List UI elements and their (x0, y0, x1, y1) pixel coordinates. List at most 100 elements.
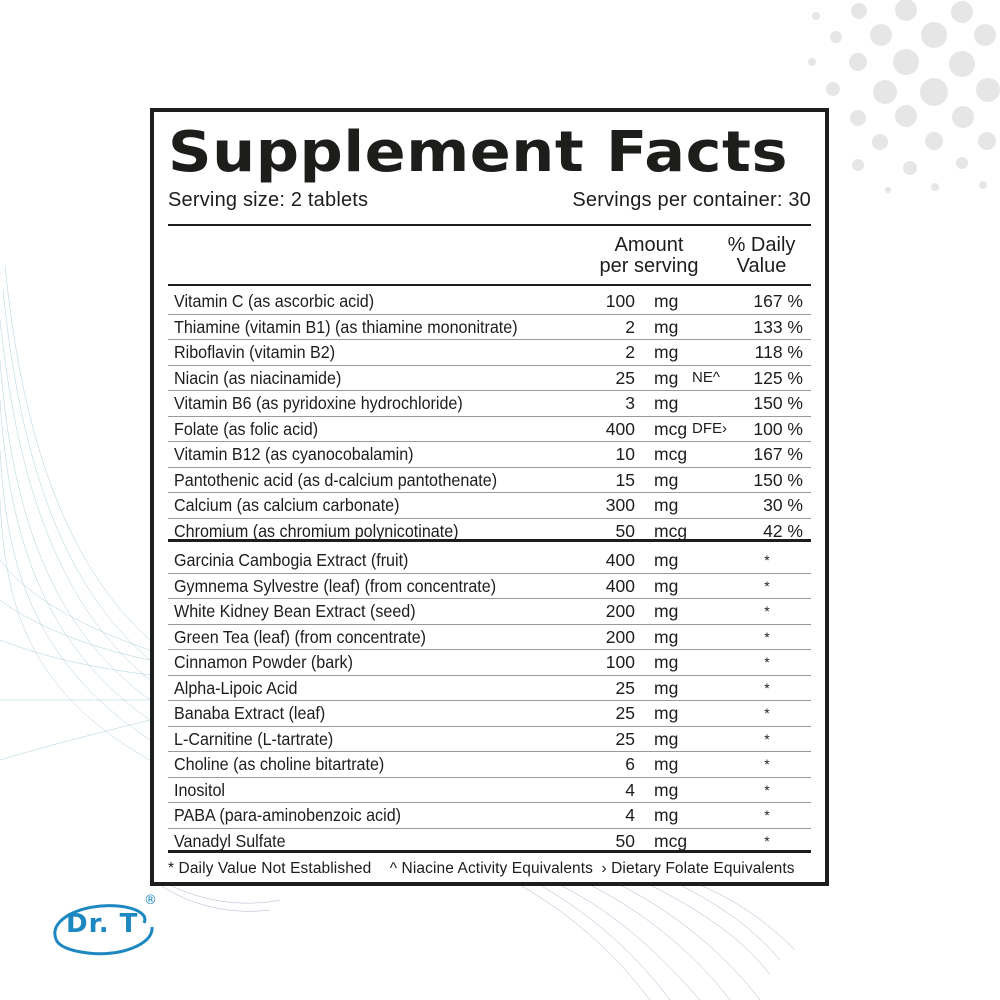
daily-value-column-header: % Daily Value (714, 235, 809, 277)
daily-value: * (764, 705, 770, 721)
ingredient-name: Riboflavin (vitamin B2) (174, 342, 336, 362)
daily-value: * (764, 603, 770, 619)
footnote-folate: › Dietary Folate Equivalents (601, 860, 795, 877)
amount-unit: mg (654, 342, 679, 362)
amount-value: 4 (625, 805, 635, 825)
table-row: Thiamine (vitamin B1) (as thiamine monon… (168, 315, 811, 340)
table-row: Pantothenic acid (as d-calcium pantothen… (168, 468, 811, 493)
amount-unit: mg (654, 805, 679, 825)
table-row: Alpha-Lipoic Acid 25 mg * (168, 676, 811, 701)
daily-value: * (764, 730, 770, 747)
table-row: Cinnamon Powder (bark) 100 mg * (168, 650, 811, 676)
divider-section (168, 539, 811, 542)
table-row: Chromium (as chromium polynicotinate) 50 m… (168, 519, 811, 544)
daily-value: 118 % (754, 342, 803, 362)
amount-value: 300 (605, 495, 635, 515)
table-row: Calcium (as calcium carbonate) 300 mg 30 % (168, 493, 811, 519)
amount-unit: mg (654, 291, 679, 311)
amount-unit: mg (654, 601, 679, 621)
footnote-daily-value: * Daily Value Not Established (168, 860, 372, 877)
daily-value: 167 % (753, 291, 803, 311)
ingredient-name: Green Tea (leaf) (from concentrate) (174, 626, 427, 647)
amount-unit: mg (654, 677, 679, 698)
daily-value: * (764, 577, 770, 594)
daily-value: * (764, 628, 770, 645)
table-row: Riboflavin (vitamin B2) 2 mg 118 % (168, 340, 811, 366)
ingredient-name: Thiamine (vitamin B1) (as thiamine monon… (174, 316, 518, 337)
table-row: PABA (para-aminobenzoic acid) 4 mg * (168, 803, 811, 829)
amount-unit: mcg (654, 444, 688, 464)
daily-value: 133 % (753, 316, 803, 337)
amount-value: 400 (605, 418, 635, 439)
amount-unit: mcg (654, 520, 688, 541)
divider-header (168, 224, 811, 226)
logo-text: Dr. T (66, 909, 139, 939)
amount-value: 10 (615, 444, 635, 464)
table-row: Vitamin B6 (as pyridoxine hydrochloride)… (168, 391, 811, 417)
amount-unit: mg (654, 575, 679, 596)
daily-value: * (764, 654, 770, 670)
wave-lines-left (0, 264, 151, 761)
table-row: Green Tea (leaf) (from concentrate) 200 mg… (168, 625, 811, 650)
divider-columns (168, 284, 811, 286)
amount-header-line1: Amount (614, 234, 684, 256)
amount-unit: mg (654, 393, 679, 413)
amount-unit: mg (654, 652, 679, 672)
ingredient-name: Folate (as folic acid) (174, 418, 319, 439)
ingredient-name: Calcium (as calcium carbonate) (174, 495, 400, 515)
amount-unit: mg (654, 316, 679, 337)
amount-value: 6 (625, 754, 635, 774)
amount-value: 100 (605, 291, 635, 311)
ingredient-name: Banaba Extract (leaf) (174, 703, 326, 723)
footnotes: * Daily Value Not Established ^ Niacine … (168, 860, 825, 878)
ingredient-name: PABA (para-aminobenzoic acid) (174, 805, 402, 825)
ingredient-name: Vitamin B6 (as pyridoxine hydrochloride) (174, 393, 463, 413)
ingredient-name: White Kidney Bean Extract (seed) (174, 601, 416, 621)
amount-value: 2 (625, 316, 635, 337)
wave-lines-bottom (159, 884, 796, 1000)
dot-pattern-icon (808, 0, 1000, 193)
amount-unit: mg (654, 779, 679, 800)
amount-value: 25 (615, 367, 635, 388)
dv-header-line1: % Daily (727, 234, 796, 256)
table-row: Vitamin B12 (as cyanocobalamin) 10 mcg 167 … (168, 442, 811, 468)
daily-value: * (764, 679, 770, 696)
amount-value: 50 (615, 520, 635, 541)
amount-unit: mcg (654, 418, 688, 439)
amount-unit: mg (654, 495, 679, 515)
ingredient-name: Garcinia Cambogia Extract (fruit) (174, 550, 409, 570)
table-row: Garcinia Cambogia Extract (fruit) 400 mg * (168, 548, 811, 574)
amount-value: 3 (625, 393, 635, 413)
amount-unit: mg (654, 550, 679, 570)
daily-value: * (764, 832, 770, 849)
ingredient-name: Alpha-Lipoic Acid (174, 677, 298, 698)
amount-value: 25 (615, 677, 635, 698)
daily-value: * (764, 781, 770, 798)
unit-note: DFE› (692, 419, 727, 437)
daily-value: * (764, 756, 770, 772)
amount-unit: mg (654, 626, 679, 647)
registered-mark-icon: ® (144, 893, 157, 908)
amount-value: 25 (615, 728, 635, 749)
ingredient-name: Vitamin C (as ascorbic acid) (174, 291, 375, 311)
table-row: Niacin (as niacinamide) 25 mg NE^ 125 % (168, 366, 811, 391)
table-row: Folate (as folic acid) 400 mcg DFE› 100 % (168, 417, 811, 442)
footnote-niacin: ^ Niacine Activity Equivalents (389, 860, 594, 877)
ingredient-name: Vanadyl Sulfate (174, 830, 286, 851)
amount-value: 400 (605, 575, 635, 596)
amount-value: 200 (605, 601, 635, 621)
amount-unit: mg (654, 728, 679, 749)
daily-value: 150 % (753, 393, 803, 413)
ingredient-name: Gymnema Sylvestre (leaf) (from concentra… (174, 575, 497, 596)
serving-size: Serving size: 2 tablets (168, 189, 369, 211)
table-row: L-Carnitine (L-tartrate) 25 mg * (168, 727, 811, 752)
amount-value: 50 (615, 830, 635, 851)
amount-value: 200 (605, 626, 635, 647)
amount-unit: mg (654, 703, 679, 723)
daily-value: 150 % (753, 469, 803, 490)
amount-value: 2 (625, 342, 635, 362)
ingredient-name: Chromium (as chromium polynicotinate) (174, 520, 459, 541)
amount-value: 25 (615, 703, 635, 723)
amount-unit: mg (654, 754, 679, 774)
table-row: Inositol 4 mg * (168, 778, 811, 803)
